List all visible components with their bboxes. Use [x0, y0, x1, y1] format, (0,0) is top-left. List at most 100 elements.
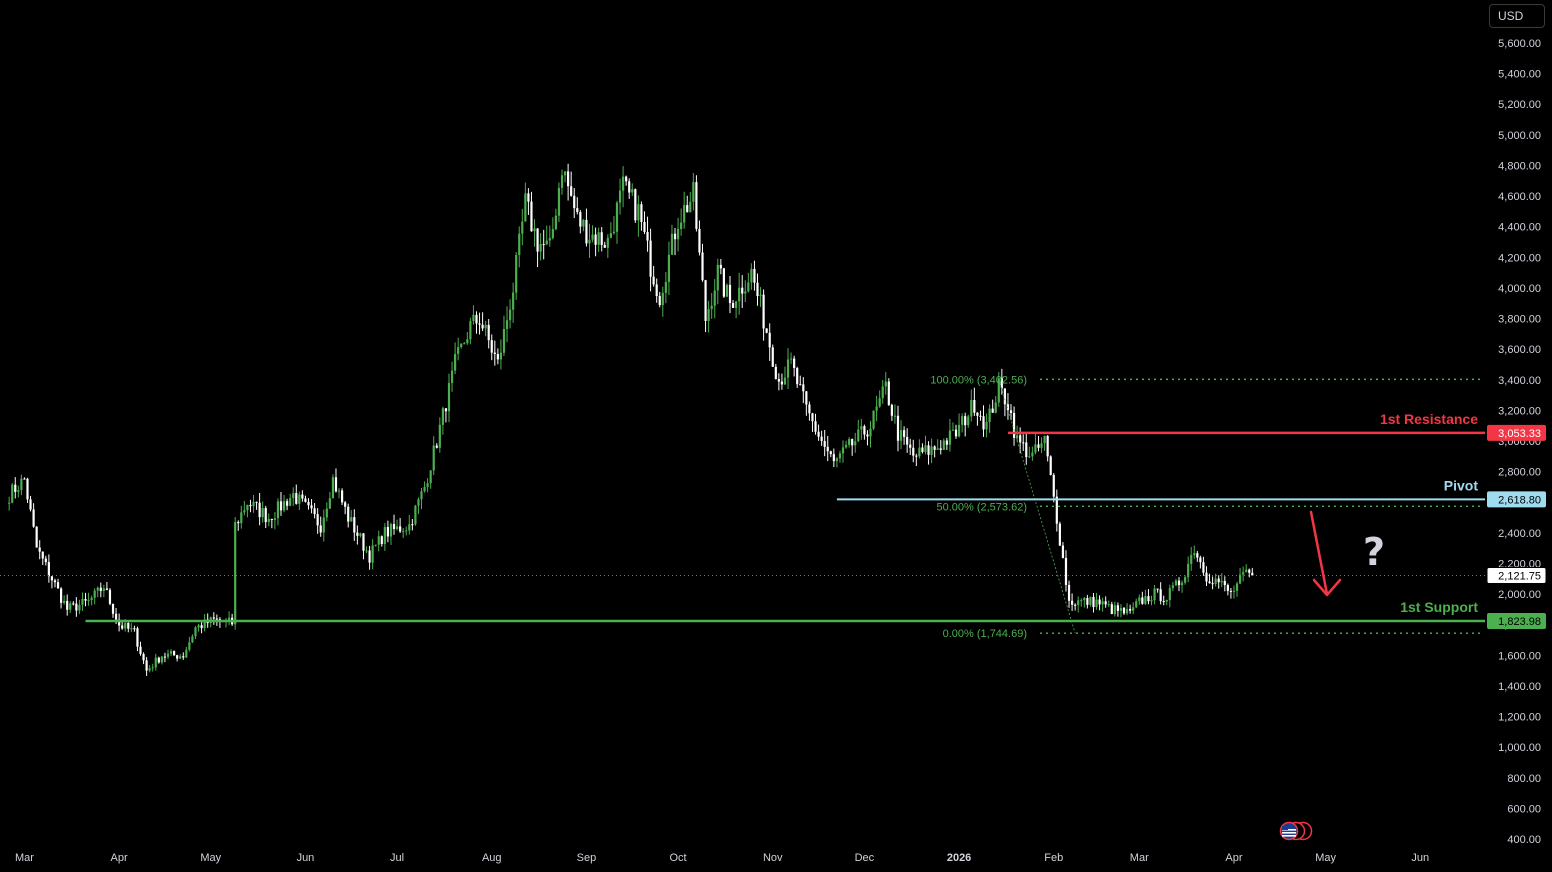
candle-body [826, 446, 829, 452]
candle-body [854, 441, 857, 446]
candle-body [402, 531, 405, 533]
candle-body [973, 399, 976, 413]
candle-body [423, 486, 426, 492]
candle-body [282, 501, 286, 511]
candle-body [1156, 588, 1159, 590]
down-arrow-head [1312, 578, 1342, 597]
candle-body [1104, 601, 1107, 605]
candle-body [466, 339, 469, 344]
level-tags-group: 3,053.33 2,618.80 1,823.98 2,121.75 [1486, 424, 1547, 630]
candle-body [304, 498, 307, 502]
candle-body [118, 619, 121, 626]
y-tick-label: 600.00 [1507, 803, 1541, 815]
candle-body [1037, 444, 1040, 448]
candle-body [744, 291, 747, 294]
candle-body [563, 171, 567, 176]
x-tick-label: Apr [111, 852, 128, 864]
candle-body [454, 353, 457, 371]
x-tick-label: Apr [1225, 852, 1242, 864]
candle-body [1110, 604, 1113, 614]
candle-body [1214, 578, 1217, 585]
candle-body [1006, 404, 1010, 411]
candle-body [1052, 474, 1055, 497]
candle-body [1058, 523, 1061, 546]
candle-body [1119, 607, 1123, 611]
candle-body [411, 524, 414, 526]
candle-body [707, 309, 710, 321]
candle-body [832, 454, 835, 462]
candle-body [716, 264, 719, 291]
candle-body [328, 498, 331, 509]
candle-body [738, 287, 741, 302]
resistance-price-tag [1487, 424, 1546, 441]
currency-selector[interactable]: USD [1489, 4, 1545, 28]
candle-body [698, 228, 701, 253]
candle-body [1061, 545, 1065, 558]
candle-body [1211, 583, 1214, 585]
candle-body [347, 506, 350, 522]
candle-body [533, 228, 536, 232]
candle-body [1086, 597, 1089, 605]
candle-body [1184, 577, 1187, 583]
candle-body [621, 176, 625, 191]
candle-body [689, 201, 692, 213]
candle-body [1012, 412, 1016, 438]
candle-body [75, 603, 78, 611]
candle-body [53, 580, 57, 583]
candle-body [771, 347, 774, 367]
candle-body [252, 501, 255, 507]
candle-body [160, 656, 163, 663]
candle-body [499, 352, 503, 360]
candle-body [628, 181, 631, 193]
candle-body [1180, 582, 1184, 586]
candle-body [982, 416, 985, 430]
candle-body [951, 429, 955, 431]
candle-body [658, 296, 661, 306]
price-axis[interactable]: 5,600.00 5,400.00 5,200.00 5,000.00 4,800.00… [1498, 38, 1541, 846]
candle-body [78, 604, 81, 611]
candle-body [356, 532, 359, 536]
candle-body [87, 600, 90, 602]
candle-body [1107, 604, 1110, 606]
candle-body [551, 229, 554, 239]
candle-body [872, 410, 875, 429]
x-tick-label: Jun [1411, 852, 1429, 864]
candle-body [768, 332, 771, 348]
candle-body [96, 587, 99, 591]
candle-body [399, 526, 402, 532]
candle-body [1067, 584, 1071, 601]
candle-body [866, 434, 869, 437]
candle-body [450, 370, 454, 383]
y-tick-label: 400.00 [1507, 834, 1541, 846]
candle-body [802, 384, 805, 392]
candle-body [936, 448, 939, 450]
candle-body [1031, 452, 1034, 457]
candle-body [447, 382, 451, 412]
candle-body [154, 657, 157, 668]
x-tick-label: May [200, 852, 221, 864]
candle-body [292, 493, 295, 499]
candle-body [930, 446, 933, 455]
candle-body [829, 451, 832, 455]
candle-body [130, 628, 133, 630]
us-flag-icon[interactable] [1279, 821, 1313, 841]
candle-body [386, 526, 390, 537]
candle-body [1202, 562, 1205, 573]
candle-body [927, 445, 930, 455]
candle-body [1095, 599, 1098, 608]
candle-body [1196, 553, 1199, 558]
candle-body [246, 504, 249, 511]
candle-body [1046, 435, 1049, 457]
candle-body [313, 508, 316, 515]
candle-body [844, 444, 848, 448]
candle-body [615, 202, 619, 232]
x-tick-label: Aug [482, 852, 502, 864]
time-axis[interactable]: Mar Apr May Jun Jul Aug Sep Oct Nov Dec 2026 Feb Mar… [15, 852, 1429, 864]
candle-body [906, 436, 909, 445]
y-tick-label: 4,200.00 [1498, 252, 1541, 264]
candle-body [472, 314, 475, 321]
candle-body [286, 501, 289, 506]
candle-body [331, 477, 335, 499]
candle-body [383, 526, 386, 545]
